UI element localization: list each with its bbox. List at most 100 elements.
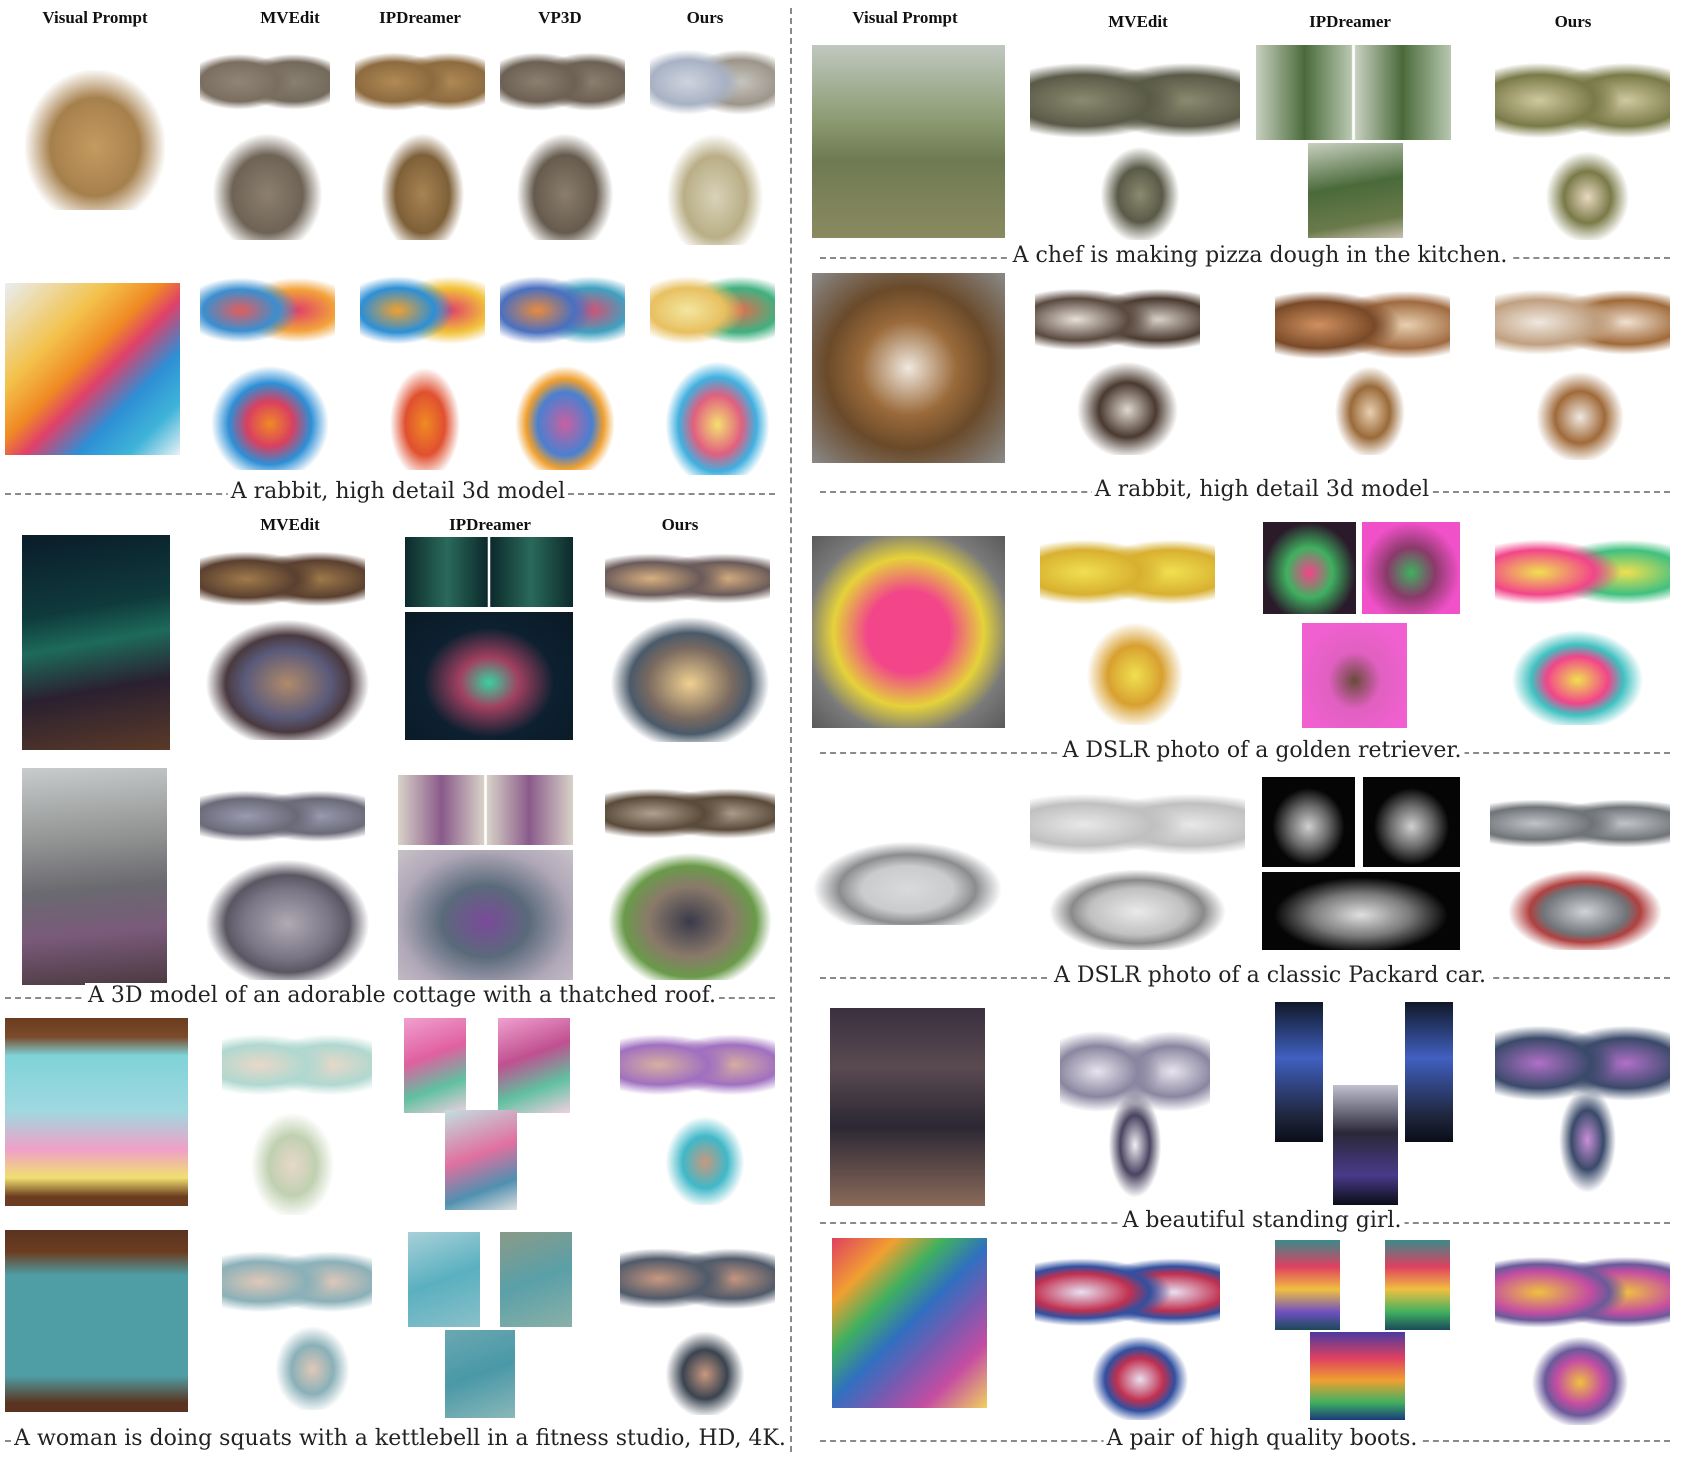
mvedit-girl-main [1105,1085,1165,1205]
mvedit-boots-main [1085,1330,1195,1420]
header-ipdreamer-right: IPDreamer [1309,12,1391,31]
ipdreamer-woman-view-1 [404,1018,466,1113]
ipdreamer-rabbit-main [375,125,470,240]
visual-prompt-silver-car [800,835,1015,925]
header-vp3d-left: VP3D [538,8,582,27]
ipdreamer-woman-view-2 [498,1018,570,1113]
ipdreamer-rabbit-views [355,35,485,120]
ipdreamer-chef-main [1308,143,1403,238]
ipdreamer-cottage-main [405,612,573,740]
ipdreamer-boots-view-2 [1385,1240,1450,1330]
ipdreamer-retriever-view-2 [1362,522,1460,614]
header-ours-left: Ours [686,8,724,27]
ours-retriever-main [1505,625,1650,725]
ipdreamer-girl-main [1333,1085,1398,1205]
ours-retriever-views [1495,520,1670,615]
visual-prompt-fluffy-cat [812,536,1005,728]
ipdreamer-woman-teal-main [445,1330,515,1418]
ours-dog-rabbit-main [1530,365,1630,460]
caption-right-car: A DSLR photo of a classic Packard car. [1050,963,1490,989]
mvedit-car-main [1040,865,1235,950]
ours-dog-rabbit-views [1495,270,1670,365]
mvedit-misty-cottage-main [200,855,375,980]
vp3d-rabbit-views [500,35,625,120]
visual-prompt-misty-village [22,768,167,985]
ours-woman-teal-main [660,1325,750,1415]
ours-rabbit-views [650,30,775,125]
ipdreamer-misty-cottage-main [398,850,573,980]
ipdreamer-paint-rabbit-main [385,360,465,470]
mvedit-rabbit-views [200,35,330,120]
ipdreamer-woman-main [445,1110,517,1210]
visual-prompt-teal-tshirt [5,1230,188,1412]
ours-paint-rabbit-main [660,355,775,475]
vertical-divider [790,8,792,1452]
mvedit-dog-rabbit-main [1070,355,1185,455]
header-visual-prompt-right: Visual Prompt [852,8,958,27]
ipdreamer-car-main [1262,872,1460,950]
mvedit-retriever-views [1040,520,1215,615]
ipdreamer-car-view-1 [1262,777,1355,867]
header-mvedit-left: MVEdit [260,8,320,27]
caption-right-rabbit: A rabbit, high detail 3d model [1091,477,1433,503]
ours-chef-main [1540,145,1635,240]
ours-rabbit-main [660,125,770,245]
mvedit-rabbit-main [205,125,330,240]
visual-prompt-sneaker [832,1238,987,1408]
mvedit-paint-rabbit-main [205,360,335,470]
caption-left-cottage: A 3D model of an adorable cottage with a… [85,983,719,1009]
ours-cottage-views [605,540,770,610]
ipdreamer-boots-main [1310,1332,1405,1420]
vp3d-rabbit-main [510,125,620,240]
header-ours-left-mid: Ours [661,515,699,534]
ours-woman-teal-views [620,1232,775,1317]
ours-cottage-main [605,612,775,742]
ipdreamer-woman-teal-view-1 [408,1232,480,1327]
ipdreamer-girl-view-1 [1275,1002,1323,1142]
header-mvedit-left-mid: MVEdit [260,515,320,534]
ours-chef-views [1495,40,1670,150]
header-visual-prompt-left: Visual Prompt [42,8,148,27]
ipdreamer-retriever-view-1 [1263,522,1356,614]
mvedit-chef-main [1095,140,1185,240]
ipdreamer-cottage-views [405,537,573,607]
visual-prompt-night-scene [22,535,170,750]
visual-prompt-girl [830,1008,985,1206]
mvedit-woman-teal-main [270,1320,355,1410]
mvedit-boots-views [1035,1240,1220,1335]
visual-prompt-paint-splash [5,283,180,455]
mvedit-cottage-main [200,615,375,740]
ours-boots-main [1525,1330,1635,1425]
ours-woman-views [620,1018,775,1103]
header-ipdreamer-left: IPDreamer [379,8,461,27]
ipdreamer-dog-rabbit-main [1330,360,1410,455]
header-mvedit-right: MVEdit [1108,12,1168,31]
caption-right-chef: A chef is making pizza dough in the kitc… [1009,243,1511,269]
mvedit-woman-views [222,1018,372,1103]
vp3d-paint-rabbit-views [500,258,625,353]
mvedit-woman-main [245,1105,340,1215]
vp3d-paint-rabbit-main [510,360,620,470]
ours-car-views [1490,785,1670,855]
ipdreamer-boots-view-1 [1275,1240,1340,1330]
visual-prompt-pastel-tshirt [5,1018,188,1206]
ipdreamer-girl-view-2 [1405,1002,1453,1142]
visual-prompt-leopard [25,70,165,210]
mvedit-car-views [1030,775,1245,865]
header-ipdreamer-left-mid: IPDreamer [449,515,531,534]
mvedit-dog-rabbit-views [1035,270,1200,360]
ipdreamer-paint-rabbit-views [360,258,485,353]
visual-prompt-dog [812,273,1005,463]
ours-car-main [1500,865,1670,950]
caption-right-girl: A beautiful standing girl. [1119,1208,1405,1234]
ours-misty-cottage-main [605,850,775,980]
ipdreamer-dog-rabbit-views [1275,270,1450,370]
ipdreamer-car-view-2 [1363,777,1460,867]
ipdreamer-retriever-main [1302,623,1407,728]
ipdreamer-chef-views [1256,45,1451,140]
caption-left-rabbit: A rabbit, high detail 3d model [227,479,569,505]
mvedit-paint-rabbit-views [200,258,335,353]
ipdreamer-misty-cottage-views [398,775,573,845]
ours-boots-views [1495,1240,1670,1335]
ours-girl-main [1555,1080,1620,1200]
